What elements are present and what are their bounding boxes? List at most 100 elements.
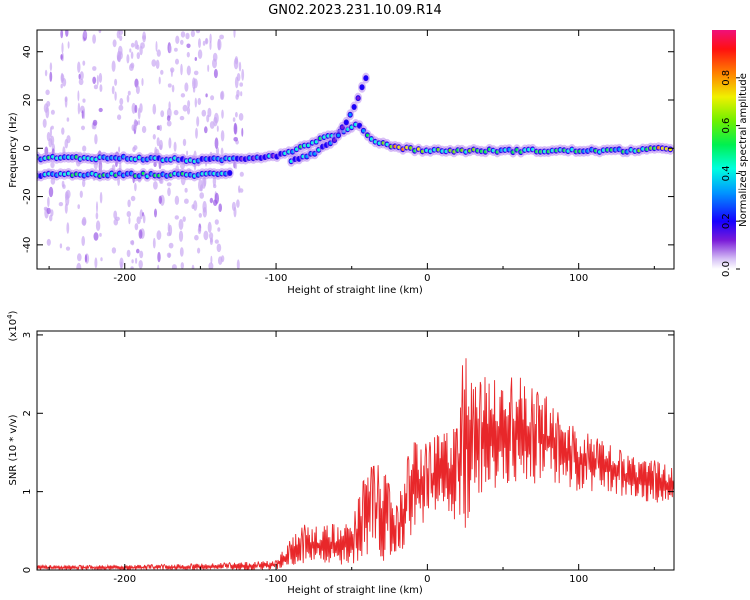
spectrogram-noise-dot xyxy=(130,266,134,269)
spectrogram-noise-dot xyxy=(203,230,209,241)
spectrogram-noise-dot xyxy=(201,109,207,117)
spectrogram-noise-dot xyxy=(134,182,137,192)
spectrogram-noise-dot xyxy=(82,179,86,188)
spectrogram-noise-dot xyxy=(50,125,54,130)
spectrogram-noise-dot xyxy=(78,73,81,80)
spectrogram-noise-dot xyxy=(135,257,138,264)
spectrogram-noise-dot xyxy=(130,51,134,59)
spectrogram-noise-dot xyxy=(47,196,50,208)
spectrogram-noise-dot xyxy=(152,103,157,115)
spectrogram-noise-dot xyxy=(92,119,98,126)
spectrogram-noise-dot xyxy=(49,126,53,138)
spectrogram-noise-dot xyxy=(152,134,156,140)
spectrogram-noise-dot xyxy=(60,83,63,89)
spectrogram-noise-dot xyxy=(139,103,143,113)
spectrogram-core xyxy=(360,85,364,89)
snr-ytick-label: 0 xyxy=(22,567,33,573)
spectrogram-noise-dot xyxy=(207,64,210,73)
spectrogram-core xyxy=(332,138,337,142)
spectrogram-noise-dot xyxy=(46,100,51,107)
spectrogram-noise-dot xyxy=(118,146,121,153)
spectrogram-noise-dot xyxy=(99,84,103,92)
spectrogram-noise-dot xyxy=(118,104,124,111)
spectrogram-noise-dot xyxy=(65,246,71,251)
spectrogram-noise-dot xyxy=(114,91,117,101)
spectrogram-noise-dot xyxy=(141,125,147,134)
spectrogram-noise-dot xyxy=(60,30,64,39)
spectrogram-noise-dot xyxy=(79,190,83,198)
snr-scale-close: ) xyxy=(8,310,19,314)
spectrogram-noise-dot xyxy=(59,243,63,249)
spectrogram-noise-dot xyxy=(130,240,134,245)
spectrogram-noise-dot xyxy=(42,118,47,128)
spectrogram-noise-dot xyxy=(160,69,164,75)
spectrogram-noise-dot xyxy=(239,171,244,177)
spectrogram-noise-dot xyxy=(207,221,212,233)
colorbar: 0.0 0.2 0.4 0.6 0.8 Normalized spectral ampl… xyxy=(712,30,749,277)
spectrogram-xtick-label: 0 xyxy=(424,273,430,284)
spectrogram-noise-dot xyxy=(213,184,217,189)
snr-axes: -200 -100 0 100 0 1 2 3 xyxy=(22,331,674,585)
spectrogram-noise-dot xyxy=(81,125,85,131)
spectrogram-noise-dot xyxy=(92,34,96,44)
spectrogram-noise-dot xyxy=(48,138,53,148)
spectrogram-noise-dot xyxy=(197,97,202,106)
spectrogram-noise-dot xyxy=(131,259,134,264)
spectrogram-core xyxy=(340,125,344,129)
snr-ytick-label: 1 xyxy=(22,488,33,494)
spectrogram-ylabel: Frequency (Hz) xyxy=(8,112,19,188)
spectrogram-noise-dot xyxy=(209,197,214,204)
spectrogram-noise-dot xyxy=(77,61,81,73)
spectrogram-noise-dot xyxy=(198,213,202,218)
spectrogram-noise-dot xyxy=(241,68,245,81)
spectrogram-noise-dot xyxy=(166,182,172,187)
spectrogram-core xyxy=(364,76,368,80)
spectrogram-noise-dot xyxy=(186,65,191,76)
spectrogram-noise-dot xyxy=(196,116,200,127)
spectrogram-noise-dot xyxy=(192,77,196,90)
spectrogram-noise-dot xyxy=(64,97,68,108)
spectrogram-noise-dot xyxy=(138,260,143,269)
spectrogram-noise-dot xyxy=(180,262,184,269)
spectrogram-noise-dot xyxy=(81,110,84,119)
spectrogram-noise-dot xyxy=(240,91,243,97)
spectrogram-noise-dot xyxy=(231,201,236,211)
spectrogram-noise-dot xyxy=(214,219,219,225)
spectrogram-noise-dot xyxy=(156,49,161,57)
spectrogram-noise-dot xyxy=(44,69,48,77)
spectrogram-noise-dot xyxy=(128,216,131,225)
spectrogram-noise-dot xyxy=(136,216,141,225)
spectrogram-noise-dot xyxy=(133,145,138,151)
spectrogram-noise-dot xyxy=(212,58,217,69)
spectrogram-noise-dot xyxy=(138,120,140,126)
spectrogram-noise-dot xyxy=(98,107,103,113)
spectrogram-noise-dot xyxy=(217,38,222,51)
spectrogram-noise-dot xyxy=(166,232,171,237)
colorbar-gradient xyxy=(712,30,736,269)
spectrogram-noise-dot xyxy=(233,122,237,135)
spectrogram-noise-dot xyxy=(167,222,170,233)
spectrogram-noise-dot xyxy=(221,109,224,119)
spectrogram-noise-dot xyxy=(46,238,51,246)
spectrogram-noise-dot xyxy=(159,124,163,132)
spectrogram-noise-dot xyxy=(238,113,244,121)
spectrogram-noise-dot xyxy=(174,215,179,220)
spectrogram-frame xyxy=(36,29,675,270)
spectrogram-noise-dot xyxy=(129,63,134,71)
spectrogram-noise-dot xyxy=(48,186,54,198)
spectrogram-noise-dot xyxy=(157,251,161,263)
spectrogram-noise-dot xyxy=(64,138,69,149)
spectrogram-noise-dot xyxy=(67,41,70,49)
spectrogram-noise-dot xyxy=(202,207,207,218)
spectrogram-noise-dot xyxy=(168,242,174,249)
spectrogram-xlabel: Height of straight line (km) xyxy=(287,285,423,296)
spectrogram-noise-dot xyxy=(49,62,53,72)
spectrogram-noise-dot xyxy=(193,200,198,211)
spectrogram-noise-dot xyxy=(114,78,118,86)
spectrogram-noise-dot xyxy=(116,50,121,63)
spectrogram-noise-dot xyxy=(166,115,171,122)
spectrogram-noise-dot xyxy=(96,201,98,213)
colorbar-tick-label: 0.0 xyxy=(721,261,732,277)
snr-scale-base: (x10 xyxy=(8,319,19,342)
